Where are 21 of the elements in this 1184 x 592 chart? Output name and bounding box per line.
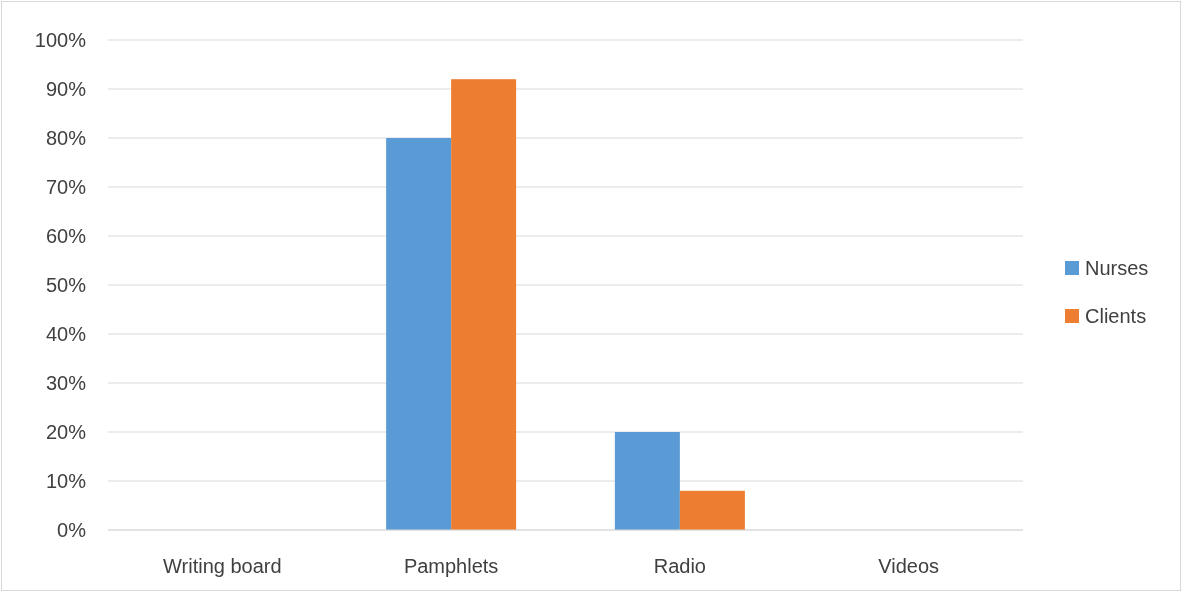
x-tick-label: Radio [653,555,707,577]
x-tick-label: Videos [878,555,940,577]
bar [679,490,745,530]
legend-label: Clients [1085,305,1147,327]
y-tick-label: 0% [57,519,87,541]
x-tick-label: Writing board [163,555,282,577]
y-tick-label: 100% [34,29,87,51]
y-tick-label: 10% [45,470,87,492]
y-tick-label: 30% [45,372,87,394]
y-tick-label: 60% [45,225,87,247]
y-tick-label: 80% [45,127,87,149]
y-tick-label: 90% [45,78,87,100]
bar [614,432,680,530]
y-tick-label: 20% [45,421,87,443]
y-tick-label: 40% [45,323,87,345]
bar [386,138,452,530]
legend-label: Nurses [1085,257,1149,279]
y-tick-label: 50% [45,274,87,296]
x-tick-label: Pamphlets [403,555,499,577]
bar [451,79,517,530]
y-tick-label: 70% [45,176,87,198]
